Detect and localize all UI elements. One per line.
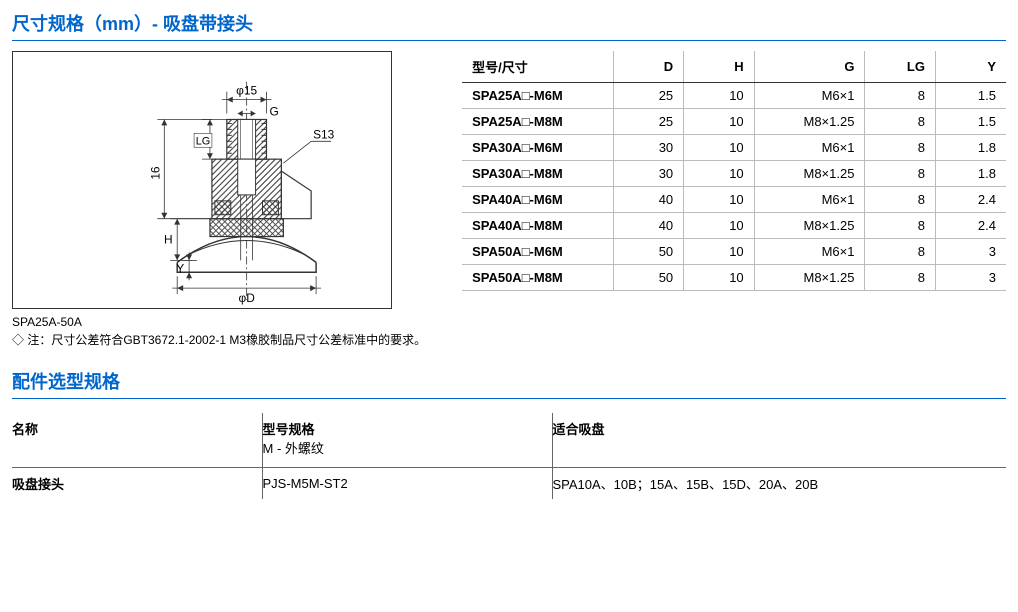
table-cell: SPA40A□-M8M [462,213,613,239]
table-cell: 1.5 [935,83,1006,109]
diagram-box: φ15 G S13 LG [12,51,392,309]
table-cell: SPA40A□-M6M [462,187,613,213]
table-cell: M6×1 [754,83,865,109]
table-cell: 8 [865,161,936,187]
svg-text:S13: S13 [313,127,335,141]
parts-section: 配件选型规格 名称 型号规格 M - 外螺纹 适合吸盘 吸盘接头PJS-M5M-… [12,368,1006,499]
table-cell: 3 [935,239,1006,265]
spec-col-2: H [684,51,755,83]
parts-h-compat: 适合吸盘 [552,413,1006,468]
table-cell: SPA30A□-M8M [462,161,613,187]
table-cell: SPA50A□-M6M [462,239,613,265]
table-cell: 10 [684,83,755,109]
table-cell: 1.5 [935,109,1006,135]
table-cell: 10 [684,135,755,161]
table-cell: 8 [865,109,936,135]
table-cell: M8×1.25 [754,161,865,187]
table-row: SPA30A□-M8M3010M8×1.2581.8 [462,161,1006,187]
table-cell: SPA30A□-M6M [462,135,613,161]
parts-group-name: 吸盘接头 [12,468,262,500]
table-cell: M8×1.25 [754,213,865,239]
svg-text:H: H [164,233,173,247]
spec-col-3: G [754,51,865,83]
section1-title: 尺寸规格（mm）- 吸盘带接头 [12,10,1006,41]
table-row: SPA30A□-M6M3010M6×181.8 [462,135,1006,161]
table-cell: 40 [613,187,684,213]
svg-text:φD: φD [238,291,255,305]
diagram-note: ◇ 注：尺寸公差符合GBT3672.1-2002-1 M3橡胶制品尺寸公差标准中… [12,331,426,348]
parts-model: PJS-M5M-ST2 [262,468,552,500]
spec-col-5: Y [935,51,1006,83]
spec-table: 型号/尺寸DHGLGY SPA25A□-M6M2510M6×181.5SPA25… [462,51,1006,291]
section2-title: 配件选型规格 [12,368,1006,399]
table-cell: M8×1.25 [754,265,865,291]
parts-compat: SPA10A、10B；15A、15B、15D、20A、20B [552,468,1006,500]
table-cell: 8 [865,265,936,291]
parts-h-model: 型号规格 M - 外螺纹 [262,413,552,468]
table-cell: SPA25A□-M6M [462,83,613,109]
table-cell: 8 [865,83,936,109]
table-cell: 25 [613,109,684,135]
table-row: SPA25A□-M8M2510M8×1.2581.5 [462,109,1006,135]
table-cell: M6×1 [754,187,865,213]
table-row: 吸盘接头PJS-M5M-ST2SPA10A、10B；15A、15B、15D、20… [12,468,1006,500]
table-cell: 10 [684,265,755,291]
table-cell: 2.4 [935,187,1006,213]
table-cell: 10 [684,161,755,187]
diagram-svg: φ15 G S13 LG [13,52,391,308]
top-section: φ15 G S13 LG [12,51,1006,348]
table-cell: 10 [684,213,755,239]
table-row: SPA25A□-M6M2510M6×181.5 [462,83,1006,109]
table-cell: M8×1.25 [754,109,865,135]
table-cell: 10 [684,109,755,135]
table-cell: 2.4 [935,213,1006,239]
table-cell: 50 [613,265,684,291]
table-cell: 25 [613,83,684,109]
svg-text:G: G [269,105,278,119]
table-cell: M6×1 [754,135,865,161]
svg-text:16: 16 [148,166,162,180]
svg-text:LG: LG [196,135,211,147]
table-cell: SPA25A□-M8M [462,109,613,135]
svg-text:Y: Y [176,261,184,275]
table-cell: 10 [684,239,755,265]
spec-col-1: D [613,51,684,83]
table-cell: 1.8 [935,161,1006,187]
table-cell: 8 [865,135,936,161]
parts-table: 名称 型号规格 M - 外螺纹 适合吸盘 吸盘接头PJS-M5M-ST2SPA1… [12,413,1006,499]
table-cell: 3 [935,265,1006,291]
table-cell: 30 [613,135,684,161]
parts-h-name: 名称 [12,413,262,468]
table-cell: M6×1 [754,239,865,265]
table-cell: 8 [865,187,936,213]
table-cell: 30 [613,161,684,187]
table-cell: SPA50A□-M8M [462,265,613,291]
table-cell: 8 [865,239,936,265]
table-cell: 10 [684,187,755,213]
spec-col-0: 型号/尺寸 [462,51,613,83]
table-cell: 1.8 [935,135,1006,161]
svg-text:φ15: φ15 [236,84,257,98]
spec-col-4: LG [865,51,936,83]
diagram-wrap: φ15 G S13 LG [12,51,426,348]
table-cell: 40 [613,213,684,239]
table-row: SPA50A□-M6M5010M6×183 [462,239,1006,265]
table-cell: 8 [865,213,936,239]
diagram-caption: SPA25A-50A [12,315,426,329]
table-row: SPA50A□-M8M5010M8×1.2583 [462,265,1006,291]
table-cell: 50 [613,239,684,265]
table-row: SPA40A□-M8M4010M8×1.2582.4 [462,213,1006,239]
table-row: SPA40A□-M6M4010M6×182.4 [462,187,1006,213]
